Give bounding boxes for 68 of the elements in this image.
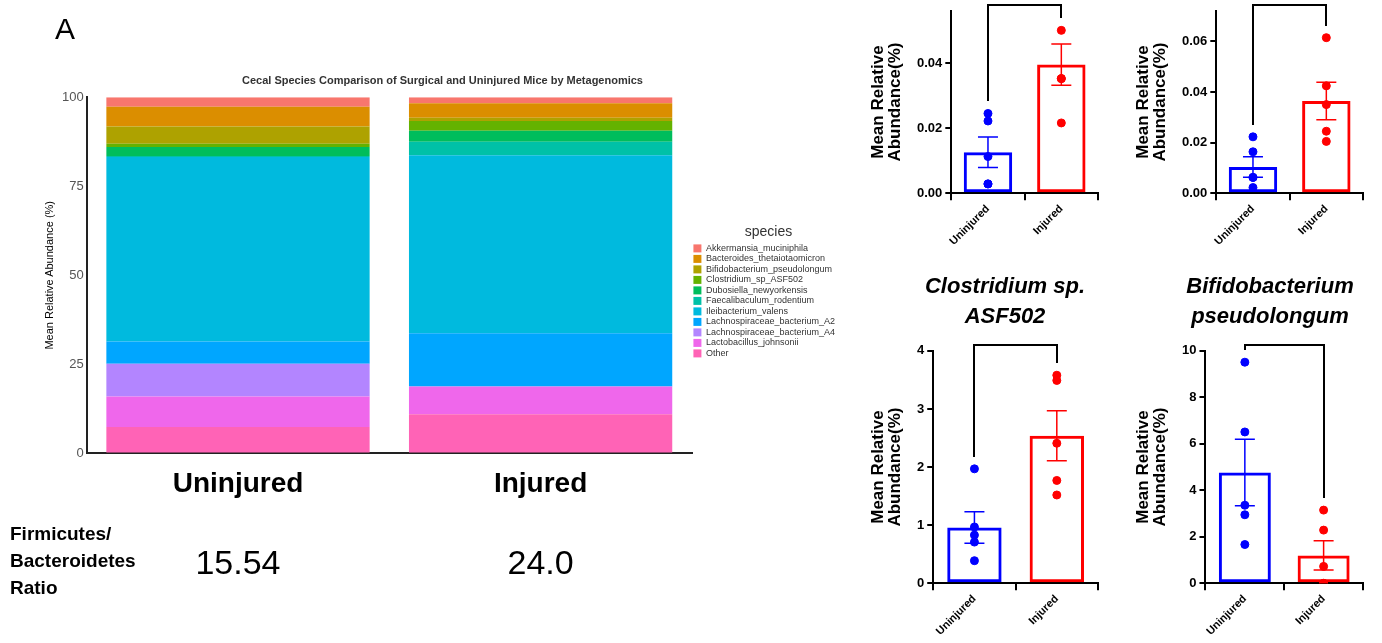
legend-title: species [744, 223, 793, 240]
y-tick-label: 4 [1189, 481, 1198, 497]
x-tick-label: Uninjured [172, 466, 304, 498]
bar [106, 363, 370, 397]
y-tick-label: 10 [1181, 342, 1197, 358]
y-tick-label: 2 [917, 458, 925, 474]
y-tick-label: 25 [69, 355, 84, 371]
bar [106, 157, 370, 342]
bar [106, 106, 370, 127]
bar [106, 126, 370, 144]
y-tick-label: 6 [1189, 435, 1197, 451]
legend-label: Clostridium_sp_ASF502 [705, 274, 803, 285]
y-tick-label: 0 [76, 444, 84, 460]
y-tick-label: 0.00 [1181, 184, 1208, 200]
text: A [55, 12, 76, 46]
bar [408, 155, 673, 334]
y-tick-label: 1 [917, 516, 925, 532]
legend-label: Faecalibaculum_rodentium [705, 295, 814, 306]
x-tick-label: Injured [493, 466, 588, 498]
legend-label: Akkermansia_muciniphila [705, 242, 808, 253]
y-axis-title: Mean Relative Abundance(%) [868, 42, 905, 162]
chart-title: Clostridium sp. ASF502 [923, 272, 1087, 330]
bar [106, 396, 370, 428]
legend-label: Lactobacillus_johnsonii [705, 337, 799, 348]
bar [408, 414, 673, 453]
y-axis-title: Mean Relative Abundance(%) [1133, 407, 1170, 527]
bar [106, 147, 370, 156]
chart-title: Cecal Species Comparison of Surgical and Uninjured Mice by Metagenomics [242, 73, 643, 86]
y-axis-title: Mean Relative Abundance(%) [868, 407, 905, 527]
legend-label: Dubosiella_newyorkensis [705, 284, 808, 295]
y-tick-label: 100 [61, 88, 84, 104]
text: 15.54 [194, 543, 282, 582]
text: Firmicutes/ Bacteroidetes Ratio [10, 522, 137, 600]
y-tick-label: 75 [69, 177, 84, 193]
bar [408, 103, 673, 118]
bar [106, 143, 370, 148]
bar [408, 117, 673, 122]
y-tick-label: 0.02 [1181, 134, 1208, 150]
bar [408, 141, 673, 156]
legend-label: Ileibacterium_valens [705, 305, 789, 316]
bar [106, 341, 370, 364]
y-tick-label: 2 [1189, 528, 1197, 544]
legend-label: Lachnospiraceae_bacterium_A4 [705, 326, 836, 337]
y-tick-label: 0 [1189, 574, 1197, 590]
y-tick-label: 0.04 [1181, 83, 1209, 99]
legend-label: Lachnospiraceae_bacterium_A2 [705, 316, 836, 327]
bar [408, 333, 673, 387]
bar [408, 121, 673, 131]
legend-label: Bacteroides_thetaiotaomicron [705, 253, 825, 264]
bar [106, 97, 370, 107]
text: 24.0 [506, 543, 575, 582]
legend-label: Bifidobacterium_pseudolongum [705, 263, 833, 274]
y-axis-title: Mean Relative Abundance(%) [1133, 42, 1170, 162]
y-axis-title: Mean Relative Abundance (%) [42, 201, 55, 350]
y-tick-label: 0.00 [916, 184, 943, 200]
y-tick-label: 0.02 [916, 119, 943, 135]
y-tick-label: 4 [917, 342, 925, 358]
y-tick-label: 0.04 [916, 54, 944, 70]
bar [408, 130, 673, 142]
y-tick-label: 8 [1189, 388, 1197, 404]
bar [106, 427, 370, 453]
bar [408, 386, 673, 415]
y-tick-label: 3 [917, 400, 925, 416]
y-tick-label: 0.06 [1181, 32, 1208, 48]
chart-title: Bifidobacterium pseudolongum [1185, 272, 1355, 330]
legend-label: Other [705, 347, 729, 358]
y-tick-label: 0 [917, 574, 925, 590]
y-tick-label: 50 [69, 266, 84, 282]
